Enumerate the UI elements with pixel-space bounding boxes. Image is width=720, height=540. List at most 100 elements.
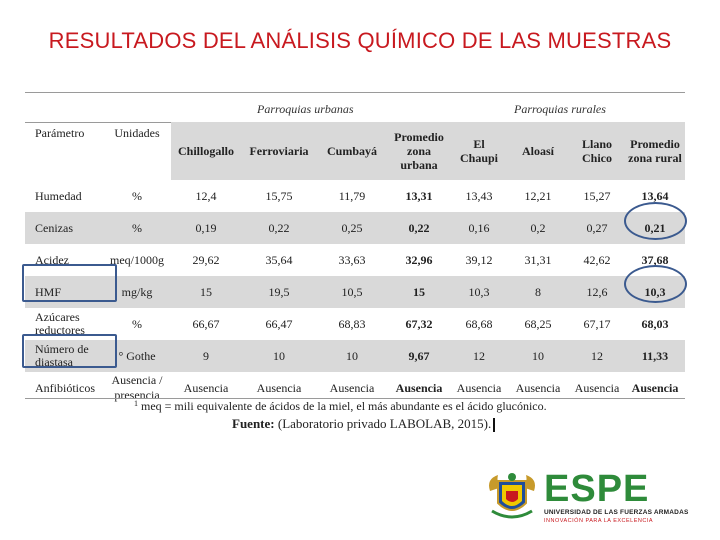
footnote-text: meq = mili equivalente de ácidos de la m… — [141, 399, 547, 413]
value-cell: 0,22 — [241, 212, 317, 244]
param-cell: Acidez — [35, 252, 69, 267]
average-cell: 11,33 — [625, 340, 685, 372]
average-cell: 67,32 — [405, 316, 433, 331]
value-cell: 10,5 — [317, 276, 387, 308]
table-row: Azúcares reductores % 66,67 66,47 68,83 … — [25, 308, 685, 340]
header-row: Parámetro Unidades Chillogallo Ferroviar… — [25, 122, 685, 180]
value-cell: Ausencia — [256, 380, 302, 395]
param-cell: Azúcares reductores — [35, 310, 85, 337]
average-cell: 13,64 — [641, 188, 669, 203]
table-row: Anfibióticos Ausencia / presencia Ausenc… — [25, 372, 685, 404]
logo-tagline: INNOVACIÓN PARA LA EXCELENCIA — [544, 518, 654, 524]
slide-title: RESULTADOS DEL ANÁLISIS QUÍMICO DE LAS M… — [48, 28, 672, 53]
unit-cell: % — [103, 212, 171, 244]
value-cell: 67,17 — [583, 316, 611, 331]
header-promedio-urbana: Promedio zona urbana — [387, 122, 451, 180]
highlight-rect-hmf — [22, 264, 117, 302]
value-cell: 9 — [171, 340, 241, 372]
footnote-mark: 1 — [134, 399, 138, 408]
value-cell: 0,25 — [317, 212, 387, 244]
highlight-circle-cenizas-rural — [624, 202, 687, 240]
value-cell: 15 — [171, 276, 241, 308]
unit-cell: % — [132, 188, 142, 203]
bottom-rule — [25, 398, 685, 399]
value-cell: 0,2 — [507, 212, 569, 244]
value-cell: 8 — [507, 276, 569, 308]
header-chillogallo: Chillogallo — [171, 122, 241, 180]
average-cell: Ausencia — [631, 380, 679, 395]
unit-cell: meq/1000g — [110, 252, 164, 267]
value-cell: 15,75 — [265, 188, 293, 203]
param-cell: Humedad — [35, 188, 82, 203]
average-cell: 0,22 — [387, 212, 451, 244]
unit-cell: mg/kg — [103, 276, 171, 308]
param-cell: Anfibióticos — [35, 380, 95, 395]
average-cell: 9,67 — [387, 340, 451, 372]
logo-subtitle: UNIVERSIDAD DE LAS FUERZAS ARMADAS — [544, 509, 689, 516]
value-cell: Ausencia — [329, 380, 375, 395]
header-aloasi: Aloasí — [507, 122, 569, 180]
value-cell: 0,19 — [171, 212, 241, 244]
value-cell: 39,12 — [465, 252, 493, 267]
table-row: Humedad % 12,4 15,75 11,79 13,31 13,43 1… — [25, 180, 685, 212]
param-cell: Cenizas — [25, 212, 103, 244]
average-cell: 37,68 — [641, 252, 669, 267]
header-ferroviaria: Ferroviaria — [241, 122, 317, 180]
value-cell: 33,63 — [338, 252, 366, 267]
value-cell: 13,43 — [465, 188, 493, 203]
value-cell: 66,67 — [192, 316, 220, 331]
average-cell: 32,96 — [405, 252, 433, 267]
value-cell: Ausencia — [183, 380, 229, 395]
value-cell: 12,6 — [569, 276, 625, 308]
source-line: Fuente: (Laboratorio privado LABOLAB, 20… — [232, 416, 496, 433]
espe-logo: ESPE UNIVERSIDAD DE LAS FUERZAS ARMADAS … — [484, 465, 704, 527]
table-row: Número de diastasa ° Gothe 9 10 10 9,67 … — [25, 340, 685, 372]
value-cell: 31,31 — [524, 252, 552, 267]
logo-wordmark: ESPE — [544, 468, 650, 510]
header-unidades: Unidades — [114, 126, 160, 140]
average-cell: 68,03 — [641, 316, 669, 331]
value-cell: 10 — [317, 340, 387, 372]
average-cell: Ausencia — [395, 380, 443, 395]
value-cell: 10,3 — [451, 276, 507, 308]
value-cell: 66,47 — [265, 316, 293, 331]
value-cell: Ausencia — [515, 380, 561, 395]
value-cell: 0,16 — [451, 212, 507, 244]
value-cell: 0,27 — [569, 212, 625, 244]
header-cumbaya: Cumbayá — [317, 122, 387, 180]
param-cell: HMF — [25, 276, 103, 308]
value-cell: 19,5 — [241, 276, 317, 308]
header-llano-chico: Llano Chico — [569, 122, 625, 180]
value-cell: 12 — [569, 340, 625, 372]
table-row: Acidez meq/1000g 29,62 35,64 33,63 32,96… — [25, 244, 685, 276]
value-cell: 68,68 — [465, 316, 493, 331]
text-cursor — [493, 418, 496, 433]
group-label-rural: Parroquias rurales — [514, 102, 606, 116]
top-rule — [25, 92, 685, 93]
header-parametro: Parámetro — [35, 126, 85, 140]
value-cell: 42,62 — [583, 252, 611, 267]
university-crest-icon — [489, 473, 535, 519]
highlight-circle-hmf-rural — [624, 265, 687, 303]
source-label: Fuente: — [232, 416, 275, 431]
source-text: (Laboratorio privado LABOLAB, 2015). — [277, 416, 492, 431]
value-cell: 68,83 — [338, 316, 366, 331]
value-cell: 11,79 — [338, 188, 366, 203]
header-promedio-rural: Promedio zona rural — [625, 122, 685, 180]
table-row: HMF mg/kg 15 19,5 10,5 15 10,3 8 12,6 10… — [25, 276, 685, 308]
value-cell: 35,64 — [265, 252, 293, 267]
footnote: 1 meq = mili equivalente de ácidos de la… — [134, 399, 547, 414]
average-cell: 15 — [387, 276, 451, 308]
value-cell: 12,4 — [195, 188, 217, 203]
value-cell: 15,27 — [583, 188, 611, 203]
table-row: Cenizas % 0,19 0,22 0,25 0,22 0,16 0,2 0… — [25, 212, 685, 244]
group-label-urban: Parroquias urbanas — [257, 102, 354, 116]
value-cell: 68,25 — [524, 316, 552, 331]
results-table: Parámetro Unidades Chillogallo Ferroviar… — [25, 122, 685, 404]
value-cell: Ausencia — [456, 380, 502, 395]
value-cell: 12 — [451, 340, 507, 372]
highlight-rect-diastasa — [22, 334, 117, 368]
unit-cell: % — [132, 316, 142, 331]
value-cell: 10 — [507, 340, 569, 372]
value-cell: Ausencia — [574, 380, 620, 395]
